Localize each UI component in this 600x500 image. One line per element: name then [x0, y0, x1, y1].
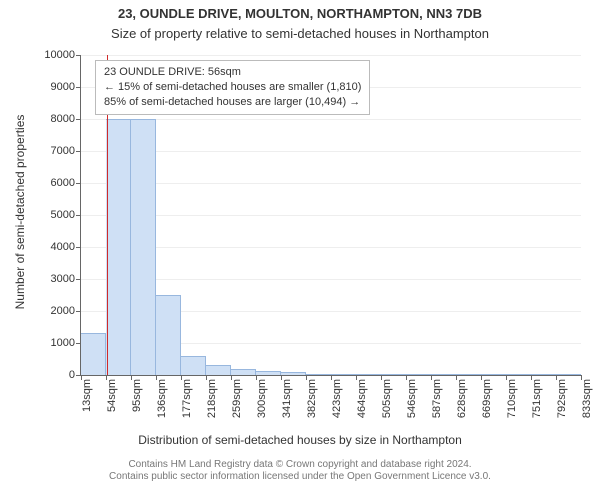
y-tick-label: 2000 — [51, 305, 81, 317]
footer-line: Contains public sector information licen… — [0, 471, 600, 483]
histogram-bar — [81, 333, 106, 375]
histogram-bar — [206, 365, 231, 375]
x-tick-label: 464sqm — [356, 379, 368, 418]
gridline — [81, 279, 581, 280]
footer-attribution: Contains HM Land Registry data © Crown c… — [0, 459, 600, 483]
x-tick-label: 95sqm — [131, 379, 143, 412]
annotation-line: ← 15% of semi-detached houses are smalle… — [104, 80, 361, 95]
x-tick-label: 505sqm — [381, 379, 393, 418]
figure: 23, OUNDLE DRIVE, MOULTON, NORTHAMPTON, … — [0, 0, 600, 500]
histogram-bar — [431, 374, 456, 375]
x-tick-label: 218sqm — [206, 379, 218, 418]
x-tick-label: 669sqm — [481, 379, 493, 418]
histogram-bar — [281, 372, 306, 375]
histogram-bar — [406, 374, 431, 375]
histogram-bar — [131, 119, 156, 375]
footer-line: Contains HM Land Registry data © Crown c… — [0, 459, 600, 471]
annotation-line: 85% of semi-detached houses are larger (… — [104, 95, 361, 110]
x-tick-label: 136sqm — [156, 379, 168, 418]
x-tick-label: 587sqm — [431, 379, 443, 418]
y-tick-label: 8000 — [51, 113, 81, 125]
histogram-bar — [306, 374, 331, 375]
x-tick-label: 259sqm — [231, 379, 243, 418]
histogram-bar — [331, 374, 356, 375]
y-tick-label: 6000 — [51, 177, 81, 189]
annotation-line: 23 OUNDLE DRIVE: 56sqm — [104, 65, 361, 80]
histogram-bar — [156, 295, 181, 375]
x-tick-label: 13sqm — [81, 379, 93, 412]
x-tick-label: 300sqm — [256, 379, 268, 418]
x-tick-label: 710sqm — [506, 379, 518, 418]
x-axis-caption: Distribution of semi-detached houses by … — [0, 433, 600, 447]
title-subtitle: Size of property relative to semi-detach… — [0, 26, 600, 41]
x-tick-label: 751sqm — [531, 379, 543, 418]
histogram-bar — [356, 374, 381, 375]
title-address: 23, OUNDLE DRIVE, MOULTON, NORTHAMPTON, … — [0, 6, 600, 21]
gridline — [81, 183, 581, 184]
x-tick-label: 628sqm — [456, 379, 468, 418]
histogram-bar — [531, 374, 556, 375]
gridline — [81, 247, 581, 248]
gridline — [81, 119, 581, 120]
x-tick-label: 423sqm — [331, 379, 343, 418]
y-tick-label: 4000 — [51, 241, 81, 253]
gridline — [81, 55, 581, 56]
histogram-bar — [106, 119, 131, 375]
x-tick-label: 341sqm — [281, 379, 293, 418]
x-tick-label: 792sqm — [556, 379, 568, 418]
histogram-bar — [456, 374, 481, 375]
gridline — [81, 215, 581, 216]
histogram-bar — [256, 371, 281, 375]
x-tick-label: 177sqm — [181, 379, 193, 418]
annotation-box: 23 OUNDLE DRIVE: 56sqm ← 15% of semi-det… — [95, 60, 370, 115]
histogram-bar — [506, 374, 531, 375]
y-tick-label: 3000 — [51, 273, 81, 285]
x-tick-label: 546sqm — [406, 379, 418, 418]
histogram-bar — [181, 356, 206, 375]
histogram-bar — [556, 374, 581, 375]
y-tick-label: 1000 — [51, 337, 81, 349]
y-tick-label: 0 — [69, 369, 81, 381]
y-tick-label: 10000 — [44, 49, 81, 61]
x-tick-label: 382sqm — [306, 379, 318, 418]
y-tick-label: 5000 — [51, 209, 81, 221]
histogram-bar — [481, 374, 506, 375]
histogram-bar — [381, 374, 406, 375]
x-tick-label: 54sqm — [106, 379, 118, 412]
y-tick-label: 9000 — [51, 81, 81, 93]
y-axis-label: Number of semi-detached properties — [13, 102, 27, 322]
x-tick-label: 833sqm — [581, 379, 593, 418]
y-tick-label: 7000 — [51, 145, 81, 157]
histogram-bar — [231, 369, 256, 375]
gridline — [81, 151, 581, 152]
